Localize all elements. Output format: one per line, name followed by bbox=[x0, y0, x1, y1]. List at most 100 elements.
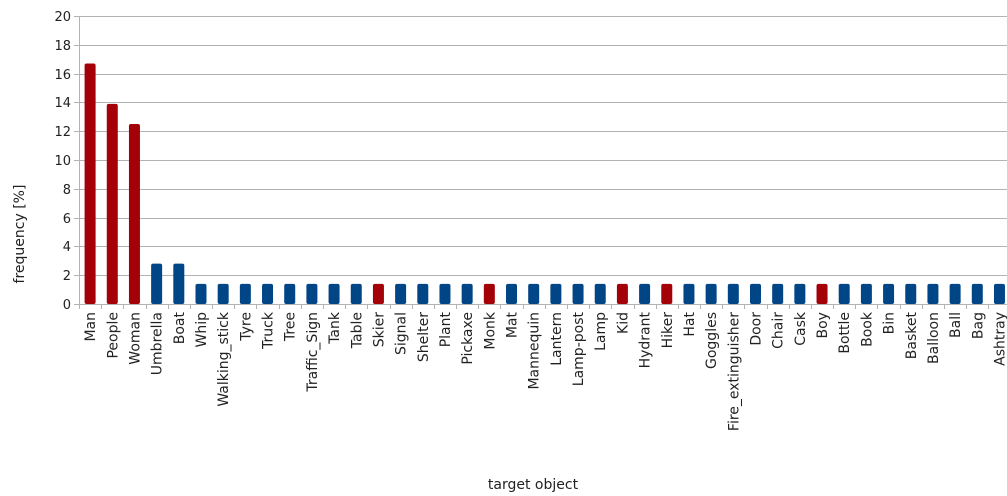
bar-skier bbox=[372, 283, 384, 304]
category-label: Skier bbox=[371, 312, 387, 347]
category-label: Ball bbox=[948, 312, 964, 338]
bar-bag bbox=[971, 283, 983, 304]
category-label: Boy bbox=[815, 312, 831, 338]
category-label: Hat bbox=[682, 312, 698, 337]
bar-man bbox=[84, 63, 96, 304]
category-label: Woman bbox=[127, 312, 143, 365]
bar-kid bbox=[616, 283, 628, 304]
bar-woman bbox=[128, 124, 140, 304]
y-tick-label: 2 bbox=[63, 269, 71, 284]
bar-fire-extinguisher bbox=[727, 283, 739, 304]
bar-tyre bbox=[239, 283, 251, 304]
y-tick-labels: 0 2 4 6 8 10 12 14 16 18 20 bbox=[54, 10, 71, 313]
bar-hiker bbox=[661, 283, 673, 304]
bar-bottle bbox=[838, 283, 850, 304]
bar-whip bbox=[195, 283, 207, 304]
bar-signal bbox=[395, 283, 407, 304]
category-label: Ashtray bbox=[992, 312, 1007, 366]
bars bbox=[84, 63, 1005, 304]
bar-table bbox=[350, 283, 362, 304]
bar-mat bbox=[506, 283, 518, 304]
category-label: Tyre bbox=[238, 312, 254, 342]
category-label: Goggles bbox=[704, 312, 720, 369]
bar-basket bbox=[905, 283, 917, 304]
bar-lamp-post bbox=[572, 283, 584, 304]
x-axis-label: target object bbox=[488, 477, 579, 493]
category-label: Book bbox=[859, 311, 875, 347]
bar-goggles bbox=[705, 283, 717, 304]
category-label: Lamp-post bbox=[571, 312, 587, 387]
category-label: Bag bbox=[970, 312, 986, 339]
category-label: Lantern bbox=[549, 312, 565, 366]
y-axis-label: frequency [%] bbox=[12, 185, 28, 284]
category-label: Shelter bbox=[416, 312, 432, 362]
bar-cask bbox=[794, 283, 806, 304]
bar-boy bbox=[816, 283, 828, 304]
category-label: Hiker bbox=[660, 312, 676, 349]
category-label: Monk bbox=[482, 311, 498, 350]
category-label: Umbrella bbox=[150, 312, 166, 375]
category-label: Walking_stick bbox=[216, 311, 232, 407]
y-tick-label: 4 bbox=[63, 240, 71, 255]
category-label: Cask bbox=[793, 311, 809, 346]
bar-door bbox=[749, 283, 761, 304]
category-label: Balloon bbox=[926, 312, 942, 364]
category-label: Plant bbox=[438, 311, 454, 347]
bar-lamp bbox=[594, 283, 606, 304]
bar-tree bbox=[284, 283, 296, 304]
bar-monk bbox=[483, 283, 495, 304]
category-label: Man bbox=[83, 312, 99, 342]
category-label: Mat bbox=[505, 311, 521, 338]
y-tick-label: 18 bbox=[54, 39, 71, 54]
y-tick-label: 16 bbox=[54, 68, 71, 83]
bar-hat bbox=[683, 283, 695, 304]
category-label: Basket bbox=[904, 312, 920, 360]
bar-book bbox=[860, 283, 872, 304]
bar-balloon bbox=[927, 283, 939, 304]
y-tick-label: 0 bbox=[63, 298, 71, 313]
bar-shelter bbox=[417, 283, 429, 304]
bar-pickaxe bbox=[461, 283, 473, 304]
y-tick-label: 10 bbox=[54, 154, 71, 169]
category-label: Chair bbox=[771, 312, 787, 349]
category-label: Whip bbox=[194, 312, 210, 348]
category-label: Traffic_Sign bbox=[305, 312, 321, 393]
category-label: Tree bbox=[283, 312, 299, 342]
bar-hydrant bbox=[639, 283, 651, 304]
gridlines bbox=[74, 16, 1007, 309]
category-label: Bin bbox=[882, 312, 898, 334]
y-tick-label: 20 bbox=[54, 10, 71, 25]
bar-ball bbox=[949, 283, 961, 304]
bar-mannequin bbox=[528, 283, 540, 304]
category-label: Mannequin bbox=[527, 312, 543, 390]
category-label: Bottle bbox=[837, 312, 853, 354]
y-tick-label: 8 bbox=[63, 183, 71, 198]
bar-lantern bbox=[550, 283, 562, 304]
category-label: Fire_extinguisher bbox=[726, 312, 742, 431]
category-label: Hydrant bbox=[638, 311, 654, 368]
category-label: Pickaxe bbox=[460, 312, 476, 365]
y-tick-label: 14 bbox=[54, 96, 71, 111]
y-tick-label: 6 bbox=[63, 212, 71, 227]
bar-people bbox=[106, 103, 118, 304]
category-label: Signal bbox=[394, 312, 410, 355]
category-labels: Man People Woman Umbrella Boat Whip Walking_st… bbox=[83, 311, 1007, 431]
category-label: People bbox=[105, 312, 121, 359]
category-label: Truck bbox=[261, 311, 277, 350]
category-label: Tank bbox=[327, 311, 343, 345]
bar-truck bbox=[262, 283, 274, 304]
category-label: Table bbox=[349, 312, 365, 349]
bar-ashtray bbox=[993, 283, 1005, 304]
y-tick-label: 12 bbox=[54, 125, 71, 140]
category-label: Door bbox=[748, 312, 764, 346]
category-label: Boat bbox=[172, 312, 188, 345]
bar-plant bbox=[439, 283, 451, 304]
bar-chair bbox=[772, 283, 784, 304]
bar-traffic-sign bbox=[306, 283, 318, 304]
bar-boat bbox=[173, 263, 185, 304]
bar-tank bbox=[328, 283, 340, 304]
category-label: Lamp bbox=[593, 312, 609, 351]
bar-walking-stick bbox=[217, 283, 229, 304]
bar-bin bbox=[883, 283, 895, 304]
